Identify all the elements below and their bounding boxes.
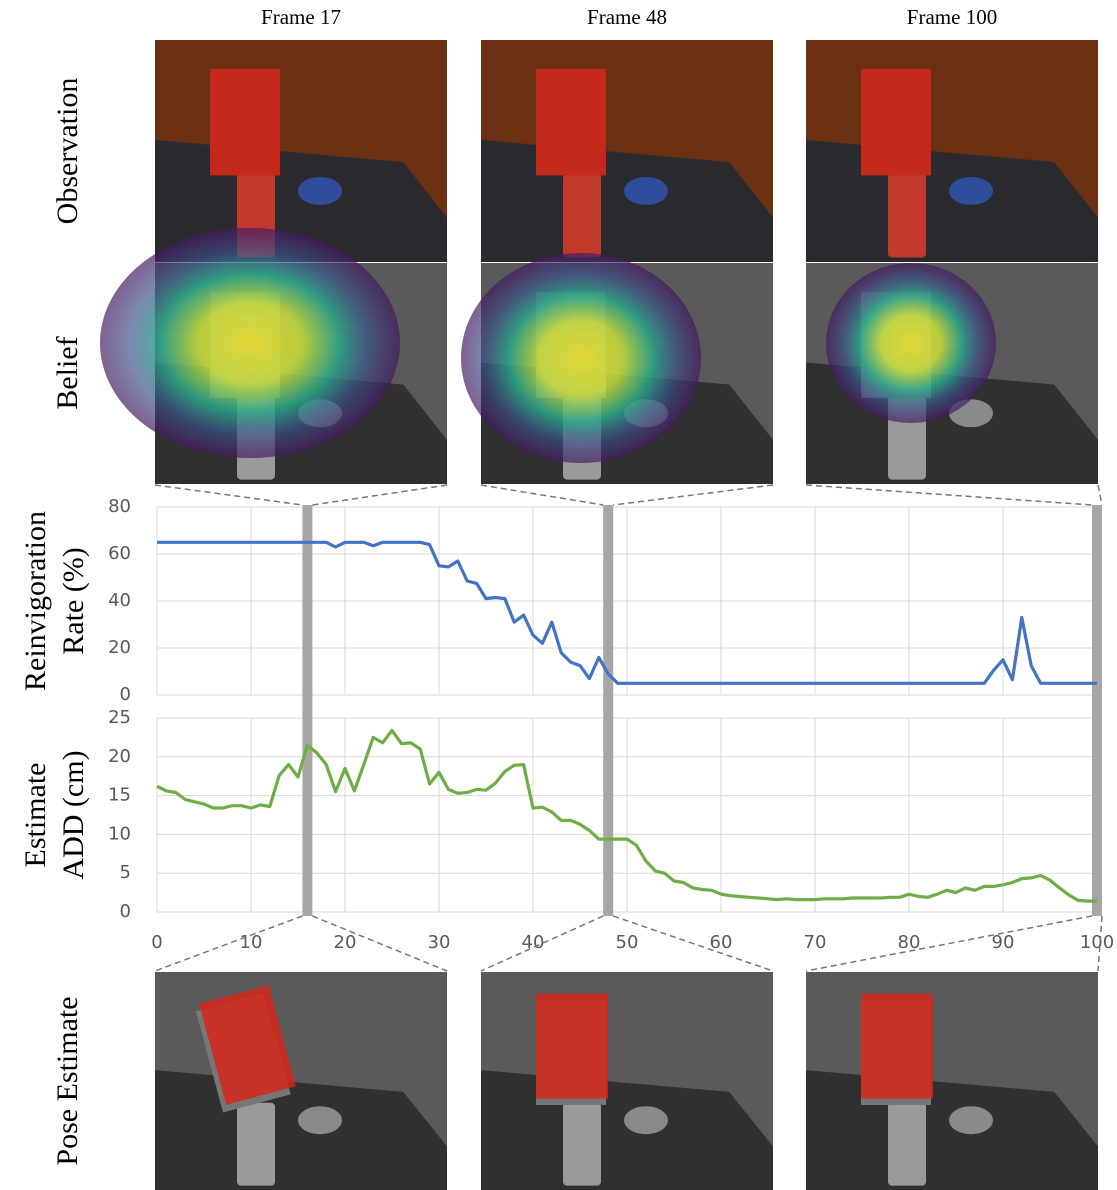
can bbox=[888, 173, 926, 258]
image-panel bbox=[155, 972, 447, 1190]
image-panel bbox=[100, 228, 447, 484]
frame-highlight bbox=[302, 505, 313, 916]
zoom-guide bbox=[312, 915, 448, 972]
zoom-guide bbox=[613, 484, 774, 506]
cracker-box bbox=[536, 68, 606, 176]
image-panel bbox=[806, 263, 1098, 484]
x-tick-label: 80 bbox=[898, 932, 921, 953]
belief-heatmap bbox=[100, 228, 400, 458]
row-label: Pose Estimate bbox=[51, 996, 84, 1165]
zoom-guide bbox=[154, 915, 303, 972]
y-tick-label: 60 bbox=[108, 543, 131, 564]
row-label: Observation bbox=[51, 78, 84, 225]
y-tick-label: 25 bbox=[108, 707, 131, 728]
y-tick-label: 80 bbox=[108, 496, 131, 517]
tuna-can bbox=[949, 1106, 993, 1135]
column-title: Frame 100 bbox=[907, 5, 997, 29]
data-line bbox=[157, 540, 1097, 685]
image-panel bbox=[806, 972, 1098, 1190]
row-label: Belief bbox=[51, 336, 84, 409]
y-axis-label: Reinvigoration bbox=[19, 511, 52, 691]
pose-overlay bbox=[536, 993, 608, 1099]
y-tick-label: 0 bbox=[120, 901, 131, 922]
column-title: Frame 17 bbox=[261, 5, 341, 29]
tuna-can bbox=[624, 1106, 668, 1135]
y-tick-label: 40 bbox=[108, 590, 131, 611]
y-tick-label: 10 bbox=[108, 823, 131, 844]
zoom-guide bbox=[480, 915, 604, 972]
zoom-guide bbox=[612, 915, 774, 972]
pose-overlay bbox=[199, 985, 296, 1105]
cracker-box bbox=[861, 68, 931, 176]
can bbox=[888, 1102, 926, 1186]
tuna-can bbox=[298, 176, 342, 205]
can bbox=[563, 1102, 601, 1186]
belief-heatmap bbox=[461, 253, 701, 463]
x-tick-label: 20 bbox=[334, 932, 357, 953]
belief-heatmap bbox=[826, 263, 996, 423]
zoom-guide bbox=[805, 915, 1093, 972]
y-tick-label: 15 bbox=[108, 785, 131, 806]
tuna-can bbox=[624, 176, 668, 205]
frame-highlight bbox=[603, 505, 614, 916]
image-panel bbox=[806, 40, 1098, 262]
image-panel bbox=[155, 40, 447, 262]
x-tick-label: 90 bbox=[992, 932, 1015, 953]
zoom-guide bbox=[1097, 915, 1103, 972]
x-tick-label: 70 bbox=[804, 932, 827, 953]
can bbox=[563, 173, 601, 258]
y-tick-label: 5 bbox=[120, 862, 131, 883]
zoom-guide bbox=[1097, 484, 1103, 506]
x-tick-label: 0 bbox=[151, 932, 162, 953]
frame-highlight bbox=[1092, 505, 1102, 916]
y-tick-label: 20 bbox=[108, 637, 131, 658]
x-tick-label: 30 bbox=[428, 932, 451, 953]
data-line bbox=[156, 728, 1097, 903]
pose-overlay bbox=[861, 993, 933, 1099]
tuna-can bbox=[298, 1106, 342, 1135]
y-axis-label: Estimate bbox=[19, 763, 52, 868]
column-title: Frame 48 bbox=[587, 5, 667, 29]
x-tick-label: 60 bbox=[710, 932, 733, 953]
x-tick-label: 100 bbox=[1080, 932, 1114, 953]
image-panel bbox=[481, 972, 773, 1190]
zoom-guide bbox=[312, 484, 448, 506]
y-tick-label: 20 bbox=[108, 746, 131, 767]
y-axis-label: Rate (%) bbox=[57, 547, 90, 654]
zoom-guide bbox=[805, 484, 1093, 506]
x-tick-label: 40 bbox=[522, 932, 545, 953]
can bbox=[237, 1102, 275, 1186]
image-panel bbox=[461, 253, 773, 484]
image-panel bbox=[481, 40, 773, 262]
zoom-guide bbox=[154, 484, 303, 506]
tuna-can bbox=[949, 176, 993, 205]
cracker-box bbox=[210, 68, 280, 176]
x-tick-label: 50 bbox=[616, 932, 639, 953]
zoom-guide bbox=[480, 484, 604, 506]
y-tick-label: 0 bbox=[120, 684, 131, 705]
y-axis-label: ADD (cm) bbox=[57, 750, 90, 879]
